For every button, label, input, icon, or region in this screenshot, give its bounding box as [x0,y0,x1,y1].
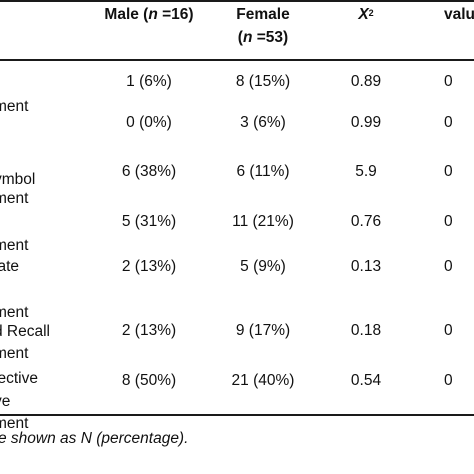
row-label: ment [0,237,29,254]
header-male: Male (n =16) [104,6,194,23]
row-label: ment [0,98,29,115]
cell-chi-square: 5.9 [355,163,377,180]
cell-p-value: 0 [444,322,453,339]
row-label: ment [0,345,29,362]
cell-male: 2 (13%) [121,258,177,275]
cell-p-value: 0 [444,258,453,275]
cell-chi-square: 0.89 [350,73,382,90]
cell-female: 9 (17%) [235,322,291,339]
row-label: ymbol [0,171,36,188]
cell-male: 5 (31%) [121,213,177,230]
cell-female: 5 (9%) [240,258,286,275]
header-female: Female [236,6,290,23]
cell-female: 11 (21%) [232,213,294,230]
row-label: ment [0,415,29,432]
cell-chi-square: 0.18 [350,322,382,339]
cell-p-value: 0 [444,372,453,389]
cell-female: 3 (6%) [240,114,286,131]
cell-chi-square: 0.13 [350,258,382,275]
row-label: iate [0,258,19,275]
cell-male: 0 (0%) [126,114,172,131]
cell-chi-square: 0.99 [350,114,382,131]
cell-chi-square: 0.76 [350,213,382,230]
cell-chi-square: 0.54 [350,372,382,389]
header-chi-square: X2 [358,6,374,23]
header-p-value: valu [444,6,474,23]
cell-female: 8 (15%) [235,73,291,90]
cell-p-value: 0 [444,163,453,180]
row-label: ve [0,393,11,410]
table-top-rule [0,0,474,2]
cell-female: 6 (11%) [236,163,290,180]
cell-male: 1 (6%) [126,73,172,90]
cell-p-value: 0 [444,114,453,131]
header-female-n: (n =53) [237,29,289,46]
table-bottom-rule [0,414,474,416]
row-label: jective [0,370,38,387]
header-bottom-rule [0,59,474,61]
row-label: ment [0,190,29,207]
cell-male: 8 (50%) [121,372,177,389]
row-label: ment [0,304,29,321]
cell-female: 21 (40%) [231,372,295,389]
cell-p-value: 0 [444,73,453,90]
row-label: d Recall [0,323,50,340]
cell-p-value: 0 [444,213,453,230]
cell-male: 2 (13%) [121,322,177,339]
table-footnote: e shown as N (percentage). [0,430,189,447]
cell-male: 6 (38%) [121,163,177,180]
